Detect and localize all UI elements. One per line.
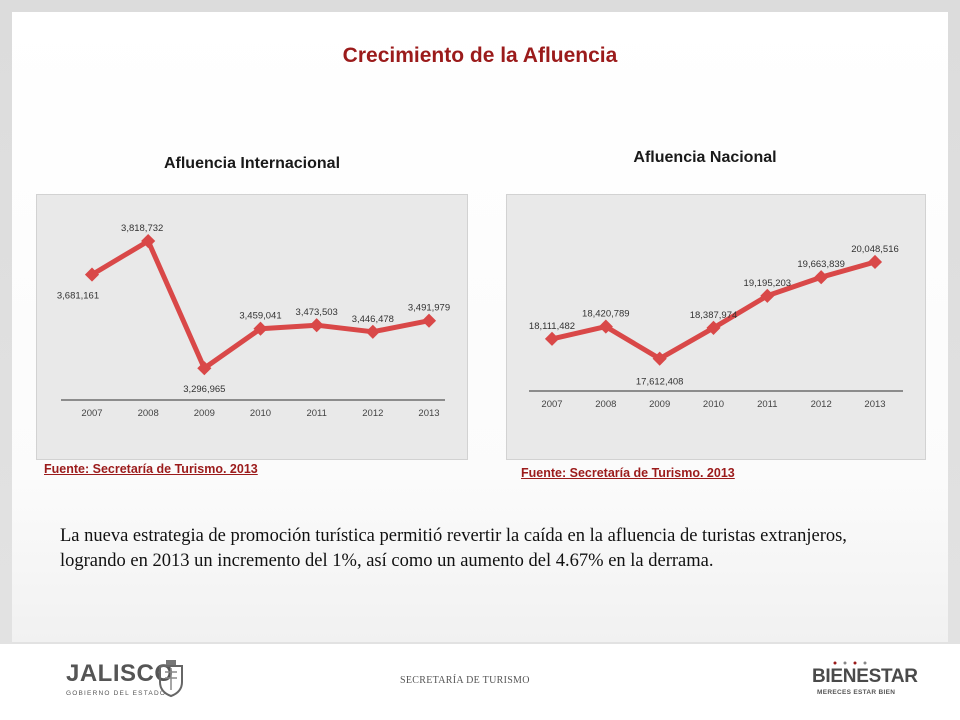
- chart-international-svg: 3,681,161 2007 3,818,732 2008 3,296,965 2009 3…: [57, 223, 450, 419]
- x-tick-label: 2012: [811, 399, 832, 410]
- x-tick-label: 2007: [81, 408, 102, 419]
- data-point: [814, 270, 829, 285]
- data-point: [421, 313, 437, 328]
- data-point: [141, 233, 156, 249]
- chart-national: 18,111,482 2007 18,420,789 2008 17,612,408 20…: [506, 194, 926, 460]
- chart-international: 3,681,161 2007 3,818,732 2008 3,296,965 2009 3…: [36, 194, 468, 460]
- x-tick-label: 2009: [649, 399, 670, 410]
- x-tick-label: 2008: [138, 408, 159, 419]
- data-label: 18,387,974: [690, 310, 738, 321]
- data-label: 3,296,965: [183, 384, 225, 395]
- data-label: 18,420,789: [582, 309, 630, 320]
- data-label: 18,111,482: [529, 321, 575, 332]
- footer-text: SECRETARÍA DE TURISMO: [400, 675, 530, 686]
- chart-subtitle-international: Afluencia Internacional: [163, 155, 341, 172]
- x-tick-label: 2010: [703, 399, 724, 410]
- data-label: 17,612,408: [636, 377, 684, 388]
- data-point: [197, 361, 212, 376]
- jalisco-logo-sub: GOBIERNO DEL ESTADO: [66, 690, 167, 697]
- jalisco-logo: JALISCO GOBIERNO DEL ESTADO: [66, 658, 196, 704]
- x-tick-label: 2011: [757, 399, 777, 410]
- data-label: 3,446,478: [352, 314, 394, 325]
- series-line: [89, 238, 432, 371]
- x-tick-label: 2010: [250, 408, 271, 419]
- crest-icon: [159, 660, 183, 698]
- data-point: [867, 254, 883, 270]
- data-label: 3,459,041: [239, 311, 281, 322]
- data-point: [706, 320, 721, 335]
- jalisco-logo-name: JALISCO: [66, 660, 174, 687]
- x-tick-label: 2012: [362, 408, 383, 419]
- footer: JALISCO GOBIERNO DEL ESTADO SECRETARÍA D…: [0, 644, 960, 720]
- chart-subtitle-national: Afluencia Nacional: [633, 149, 777, 166]
- x-tick-label: 2008: [595, 399, 616, 410]
- data-point: [544, 331, 560, 346]
- bienestar-logo-name: BIENESTAR: [812, 666, 918, 687]
- dots-icon: [833, 661, 867, 665]
- x-tick-label: 2009: [194, 408, 215, 419]
- data-point: [598, 319, 613, 334]
- data-label: 19,663,839: [797, 259, 845, 270]
- bienestar-logo-tag: MERECES ESTAR BIEN: [817, 689, 896, 696]
- body-paragraph: La nueva estrategia de promoción turísti…: [60, 526, 847, 571]
- data-point: [365, 324, 380, 339]
- data-point: [652, 351, 667, 366]
- data-label: 20,048,516: [851, 244, 899, 255]
- data-point: [253, 321, 268, 336]
- data-label: 3,491,979: [408, 303, 450, 314]
- x-tick-label: 2011: [306, 408, 326, 419]
- page-title: Crecimiento de la Afluencia: [342, 44, 618, 67]
- x-tick-label: 2007: [541, 399, 562, 410]
- chart-national-svg: 18,111,482 2007 18,420,789 2008 17,612,408 20…: [529, 244, 903, 410]
- x-tick-label: 2013: [864, 399, 885, 410]
- data-label: 19,195,203: [744, 278, 792, 289]
- x-tick-label: 2013: [418, 408, 439, 419]
- data-point: [309, 318, 324, 333]
- source-international: Fuente: Secretaría de Turismo. 2013: [44, 462, 258, 476]
- data-label: 3,473,503: [296, 307, 338, 318]
- data-label: 3,681,161: [57, 291, 99, 302]
- source-national: Fuente: Secretaría de Turismo. 2013: [521, 466, 735, 480]
- data-label: 3,818,732: [121, 223, 163, 234]
- bienestar-logo: BIENESTAR MERECES ESTAR BIEN: [812, 658, 918, 704]
